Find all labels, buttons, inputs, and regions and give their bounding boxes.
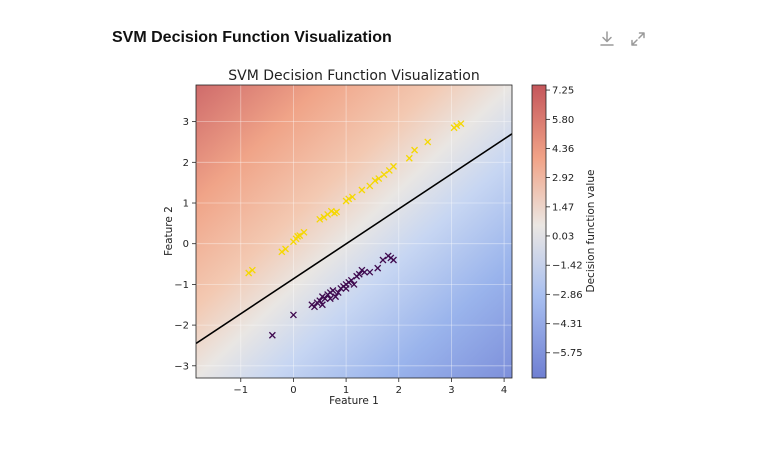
chart-title: SVM Decision Function Visualization bbox=[228, 68, 479, 84]
data-point-series-0 bbox=[294, 232, 302, 240]
data-point-series-0 bbox=[411, 146, 419, 154]
data-point-series-0 bbox=[348, 193, 356, 201]
colorbar-tick-label: −4.31 bbox=[552, 319, 583, 330]
grid bbox=[196, 85, 512, 378]
data-point-series-1 bbox=[347, 276, 355, 284]
colorbar-tick-label: 2.92 bbox=[552, 173, 574, 184]
data-point-series-1 bbox=[342, 285, 350, 292]
x-axis-label: Feature 1 bbox=[329, 395, 379, 407]
x-tick-label: 2 bbox=[396, 385, 402, 396]
y-tick-label: 1 bbox=[183, 199, 189, 210]
data-point-series-0 bbox=[390, 162, 397, 170]
colorbar-tick-label: 0.03 bbox=[552, 231, 574, 242]
page-title: SVM Decision Function Visualization bbox=[112, 29, 392, 46]
y-axis: −3 −2 −1 0 1 2 3 bbox=[174, 117, 196, 372]
data-point-series-1 bbox=[355, 270, 363, 278]
data-point-series-0 bbox=[300, 228, 308, 236]
y-tick-label: 0 bbox=[183, 239, 189, 250]
data-point-series-0 bbox=[405, 154, 413, 162]
data-point-series-1 bbox=[321, 295, 329, 303]
data-point-series-1 bbox=[332, 293, 340, 301]
x-tick-label: −1 bbox=[233, 385, 248, 396]
x-tick-label: 0 bbox=[290, 385, 296, 396]
x-axis: −1 0 1 2 3 4 bbox=[233, 378, 507, 396]
data-point-series-1 bbox=[334, 289, 342, 297]
colorbar-tick-label: −2.86 bbox=[552, 290, 583, 301]
data-point-series-1 bbox=[311, 303, 318, 311]
data-point-series-1 bbox=[390, 256, 397, 264]
colorbar-tick-label: −1.42 bbox=[552, 261, 583, 272]
data-point-series-1 bbox=[318, 301, 326, 309]
data-point-series-0 bbox=[358, 186, 366, 194]
data-point-series-0 bbox=[457, 120, 465, 128]
data-point-series-1 bbox=[379, 256, 387, 264]
y-tick-label: −2 bbox=[174, 321, 189, 332]
data-points bbox=[245, 120, 465, 339]
decision-function-heatmap bbox=[196, 85, 512, 378]
x-tick-label: 1 bbox=[343, 385, 349, 396]
x-tick-label: 3 bbox=[448, 385, 454, 396]
colorbar-tick-label: 1.47 bbox=[552, 202, 574, 213]
plot-frame bbox=[195, 84, 513, 379]
data-point-series-1 bbox=[350, 280, 358, 288]
y-tick-label: 3 bbox=[183, 117, 189, 128]
expand-icon bbox=[631, 32, 645, 46]
data-point-series-1 bbox=[374, 264, 382, 272]
colorbar-tick-label: −5.75 bbox=[552, 348, 583, 359]
data-point-series-1 bbox=[366, 268, 374, 276]
colorbar bbox=[531, 84, 547, 379]
data-point-series-0 bbox=[366, 182, 374, 190]
data-point-series-0 bbox=[345, 195, 353, 203]
data-point-series-0 bbox=[248, 266, 256, 274]
data-point-series-1 bbox=[361, 268, 368, 276]
data-point-series-0 bbox=[380, 171, 388, 178]
data-point-series-1 bbox=[316, 297, 324, 305]
data-point-series-0 bbox=[282, 245, 289, 253]
download-button[interactable] bbox=[598, 30, 616, 48]
data-point-series-0 bbox=[333, 208, 341, 216]
data-point-series-0 bbox=[327, 207, 335, 215]
data-point-series-1 bbox=[268, 331, 276, 339]
y-tick-label: 2 bbox=[183, 158, 189, 169]
data-point-series-1 bbox=[326, 295, 334, 303]
data-point-series-1 bbox=[329, 287, 337, 294]
colorbar-tick-label: 5.80 bbox=[552, 115, 574, 126]
y-tick-label: −3 bbox=[174, 361, 189, 372]
colorbar-ticks: 7.25 5.80 4.36 2.92 1.47 0.03 −1.42 −2.86 −4.31 −… bbox=[546, 86, 583, 359]
data-point-series-0 bbox=[424, 138, 432, 146]
x-tick-label: 4 bbox=[501, 385, 507, 396]
expand-button[interactable] bbox=[629, 30, 647, 48]
colorbar-tick-label: 4.36 bbox=[552, 144, 574, 155]
data-point-series-0 bbox=[296, 232, 304, 240]
colorbar-label: Decision function value bbox=[585, 170, 597, 293]
data-point-series-0 bbox=[453, 122, 461, 130]
colorbar-tick-label: 7.25 bbox=[552, 86, 574, 97]
data-point-series-0 bbox=[375, 175, 383, 183]
download-icon bbox=[600, 31, 614, 46]
data-point-series-0 bbox=[371, 177, 379, 185]
decision-boundary bbox=[196, 133, 512, 345]
data-point-series-0 bbox=[316, 215, 324, 223]
y-tick-label: −1 bbox=[174, 280, 189, 291]
y-axis-label: Feature 2 bbox=[163, 206, 175, 256]
data-point-series-1 bbox=[289, 311, 297, 319]
